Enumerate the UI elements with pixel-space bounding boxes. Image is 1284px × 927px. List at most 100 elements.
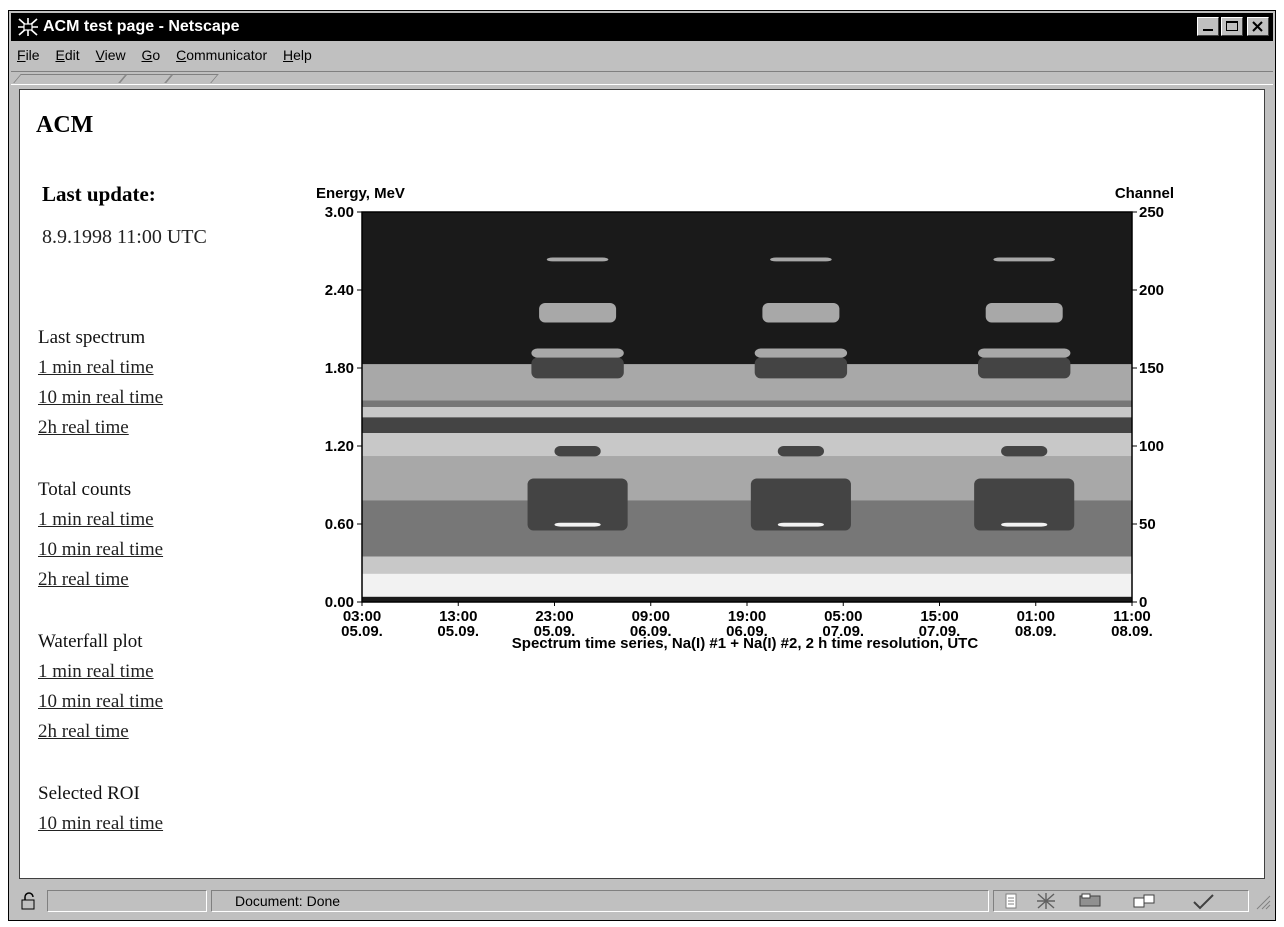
x-tick-date: 06.09. <box>630 623 672 640</box>
component-bar <box>993 890 1249 912</box>
heatmap-peak <box>985 303 1063 323</box>
link-waterfall-10min[interactable]: 10 min real time <box>38 691 164 712</box>
x-tick-time: 09:00 <box>632 608 670 625</box>
mailbox-icon[interactable] <box>1077 892 1107 910</box>
y-tick-label: 1.20 <box>325 438 354 455</box>
heatmap-peak <box>993 257 1055 262</box>
nav-waterfall-plot: Waterfall plot 1 min real time 10 min re… <box>38 626 258 747</box>
link-waterfall-1min[interactable]: 1 min real time <box>38 661 154 682</box>
x-tick-date: 05.09. <box>341 623 383 640</box>
chart-axes: 0.00 0.60 1.20 1.80 2.40 3.00 0 50 100 150 200 250 0… <box>325 204 1164 640</box>
heatmap-peak <box>754 348 848 358</box>
heatmap-peak <box>531 357 624 379</box>
heatmap-band <box>362 417 1132 433</box>
heatmap-area <box>362 212 1132 602</box>
menu-bar: File Edit View Go Communicator Help <box>11 43 1273 67</box>
browser-window: ACM test page - Netscape File Edit View … <box>8 10 1276 921</box>
link-waterfall-2h[interactable]: 2h real time <box>38 721 129 742</box>
x-tick-time: 15:00 <box>920 608 958 625</box>
nav-heading: Selected ROI <box>38 783 140 804</box>
discussion-icon[interactable] <box>1131 892 1159 910</box>
menu-view[interactable]: View <box>95 47 126 63</box>
y-tick-label: 1.80 <box>325 360 354 377</box>
nav-heading: Total counts <box>38 479 132 500</box>
x-tick-time: 19:00 <box>728 608 766 625</box>
x-tick-date: 08.09. <box>1015 623 1057 640</box>
link-last-spectrum-1min[interactable]: 1 min real time <box>38 357 154 378</box>
menu-help[interactable]: Help <box>283 47 312 63</box>
menu-go[interactable]: Go <box>141 47 161 63</box>
heatmap-band <box>362 400 1132 407</box>
y-right-tick-label: 200 <box>1139 282 1164 299</box>
x-axis-label: Spectrum time series, Na(I) #1 + Na(I) #… <box>512 635 979 652</box>
navigator-icon[interactable] <box>1035 892 1057 910</box>
composer-icon[interactable] <box>1191 892 1217 910</box>
x-tick-date: 07.09. <box>822 623 864 640</box>
y-axis-right-label: Channel <box>1115 185 1174 202</box>
heatmap-band <box>362 556 1132 574</box>
netscape-icon <box>18 18 38 36</box>
nav-last-spectrum: Last spectrum 1 min real time 10 min rea… <box>38 322 258 443</box>
link-total-counts-10min[interactable]: 10 min real time <box>38 539 164 560</box>
progress-cell <box>47 890 207 912</box>
page-title: ACM <box>36 112 94 138</box>
security-lock-icon[interactable] <box>19 892 41 910</box>
resize-grip-icon[interactable] <box>1253 892 1271 910</box>
y-right-tick-label: 100 <box>1139 438 1164 455</box>
nav-heading: Last spectrum <box>38 327 146 348</box>
menu-communicator[interactable]: Communicator <box>176 47 268 63</box>
spectrum-waterfall-chart: Energy, MeV Channel 0.00 0.60 1.20 1.80 2.40… <box>316 185 1174 652</box>
heatmap-peak <box>546 257 609 262</box>
heatmap-peak <box>777 446 824 457</box>
menu-edit[interactable]: Edit <box>55 47 80 63</box>
maximize-button[interactable] <box>1221 17 1243 36</box>
close-button[interactable] <box>1247 17 1269 36</box>
y-axis-label: Energy, MeV <box>316 185 405 202</box>
heatmap-peak <box>1001 446 1048 457</box>
status-bar: Document: Done <box>11 884 1273 918</box>
x-tick-date: 07.09. <box>919 623 961 640</box>
menu-file[interactable]: File <box>17 47 40 63</box>
link-total-counts-1min[interactable]: 1 min real time <box>38 509 154 530</box>
heatmap-peak <box>531 348 624 358</box>
heatmap-peak <box>978 348 1071 358</box>
title-bar: ACM test page - Netscape <box>11 13 1273 41</box>
status-text: Document: Done <box>235 893 341 909</box>
y-right-tick-label: 250 <box>1139 204 1164 221</box>
heatmap-peak <box>527 478 628 531</box>
heatmap-peak <box>554 446 601 457</box>
heatmap-band <box>362 407 1132 418</box>
y-tick-label: 3.00 <box>325 204 354 221</box>
x-tick-date: 05.09. <box>534 623 576 640</box>
heatmap-peak <box>762 303 840 323</box>
collapsed-toolbars <box>11 71 1273 85</box>
heatmap-peak <box>770 257 832 262</box>
x-tick-time: 11:00 <box>1113 608 1151 625</box>
minimize-button[interactable] <box>1197 17 1219 36</box>
y-tick-label: 0.60 <box>325 516 354 533</box>
heatmap-peak <box>974 478 1075 531</box>
toolbar-tab-personal[interactable] <box>165 74 219 83</box>
x-tick-date: 08.09. <box>1111 623 1153 640</box>
x-tick-time: 13:00 <box>439 608 477 625</box>
page-icon[interactable] <box>1001 892 1023 910</box>
window-controls <box>1197 17 1269 36</box>
y-tick-label: 2.40 <box>325 282 354 299</box>
heatmap-band <box>362 433 1132 457</box>
link-last-spectrum-2h[interactable]: 2h real time <box>38 417 129 438</box>
heatmap-peak <box>978 357 1071 379</box>
status-text-cell <box>211 890 989 912</box>
link-roi-10min[interactable]: 10 min real time <box>38 813 164 834</box>
link-last-spectrum-10min[interactable]: 10 min real time <box>38 387 164 408</box>
y-right-tick-label: 50 <box>1139 516 1156 533</box>
x-tick-time: 01:00 <box>1017 608 1055 625</box>
page-content: ACM Last update: 8.9.1998 11:00 UTC Last… <box>19 89 1265 879</box>
heatmap-band <box>362 573 1132 597</box>
heatmap-peak <box>777 522 824 527</box>
heatmap-peak <box>539 303 617 323</box>
x-tick-time: 03:00 <box>343 608 381 625</box>
toolbar-tab-navigation[interactable] <box>13 74 127 83</box>
close-icon <box>1252 21 1263 32</box>
y-tick-label: 0.00 <box>325 594 354 611</box>
link-total-counts-2h[interactable]: 2h real time <box>38 569 129 590</box>
